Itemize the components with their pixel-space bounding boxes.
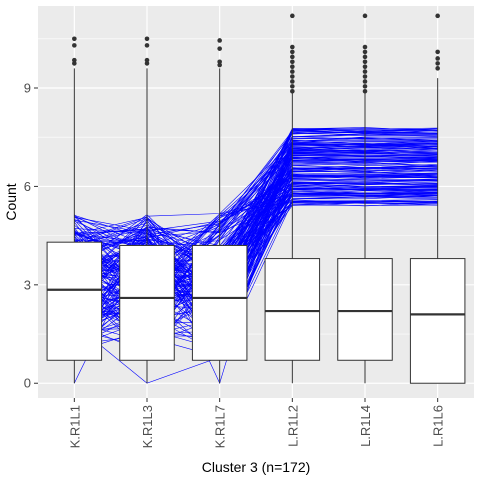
profile-line: [74, 190, 438, 286]
outlier-point: [144, 61, 150, 66]
outlier-point: [290, 79, 295, 84]
outlier-point: [435, 61, 440, 66]
outlier-point: [435, 49, 440, 55]
x-tick-label: L.R1L4: [358, 405, 373, 447]
outlier-point: [435, 13, 440, 19]
outlier-point: [362, 49, 368, 55]
outlier-point: [290, 88, 295, 94]
x-tick-label: K.R1L7: [213, 405, 228, 448]
outlier-point: [290, 69, 295, 74]
outlier-point: [362, 79, 368, 84]
profile-line: [74, 133, 438, 269]
profile-line: [74, 174, 438, 232]
outlier-point: [362, 44, 368, 50]
profile-line: [74, 131, 438, 250]
outlier-point: [290, 13, 295, 19]
box-body: [409, 258, 466, 384]
outlier-point: [435, 66, 440, 71]
outlier-point: [72, 57, 77, 63]
outlier-point: [435, 56, 440, 61]
box-body: [119, 244, 175, 361]
box-body: [337, 258, 393, 361]
box-body: [191, 244, 248, 361]
x-tick-label: L.R1L6: [431, 405, 446, 447]
outlier-point: [362, 54, 368, 60]
outlier-point: [144, 57, 150, 63]
outlier-point: [217, 38, 222, 43]
outlier-point: [217, 46, 222, 51]
outlier-point: [362, 69, 368, 74]
outlier-point: [362, 64, 368, 69]
x-tick-label: K.R1L3: [140, 405, 155, 448]
profile-line: [74, 129, 438, 304]
outlier-point: [362, 88, 368, 94]
outlier-point: [290, 74, 295, 79]
outlier-point: [290, 64, 295, 69]
outlier-point: [290, 59, 295, 65]
outlier-point: [144, 36, 150, 42]
outlier-point: [290, 44, 295, 50]
outlier-point: [290, 54, 295, 60]
outlier-point: [362, 59, 368, 65]
profile-line: [74, 162, 438, 349]
y-tick-label: 9: [24, 81, 31, 96]
x-tick-label: K.R1L1: [67, 405, 82, 448]
outlier-point: [290, 49, 295, 55]
outlier-point: [217, 62, 222, 68]
outlier-point: [144, 43, 150, 48]
axis-layer: 0 3 6 9 K.R1L1 K.R1L3 K.R1L7 L.R1L2 L.R1L4 L.R1L6: [24, 81, 446, 449]
y-tick-label: 6: [24, 179, 31, 194]
box-body: [264, 258, 321, 361]
outlier-point: [362, 74, 368, 79]
outlier-point: [72, 43, 77, 48]
y-tick-label: 3: [24, 277, 31, 292]
y-tick-label: 0: [24, 376, 31, 391]
profile-line: [74, 172, 438, 329]
outlier-point: [72, 61, 77, 66]
box-layer: [46, 13, 466, 384]
outlier-point: [72, 36, 77, 42]
x-axis-title: Cluster 3 (n=172): [202, 459, 311, 475]
y-axis-title: Count: [3, 183, 19, 220]
profile-line: [74, 148, 438, 358]
box-body: [46, 241, 103, 361]
outlier-point: [362, 13, 368, 19]
x-tick-label: L.R1L2: [285, 405, 300, 447]
outlier-point: [290, 84, 295, 89]
outlier-point: [362, 84, 368, 89]
outlier-point: [217, 59, 222, 65]
